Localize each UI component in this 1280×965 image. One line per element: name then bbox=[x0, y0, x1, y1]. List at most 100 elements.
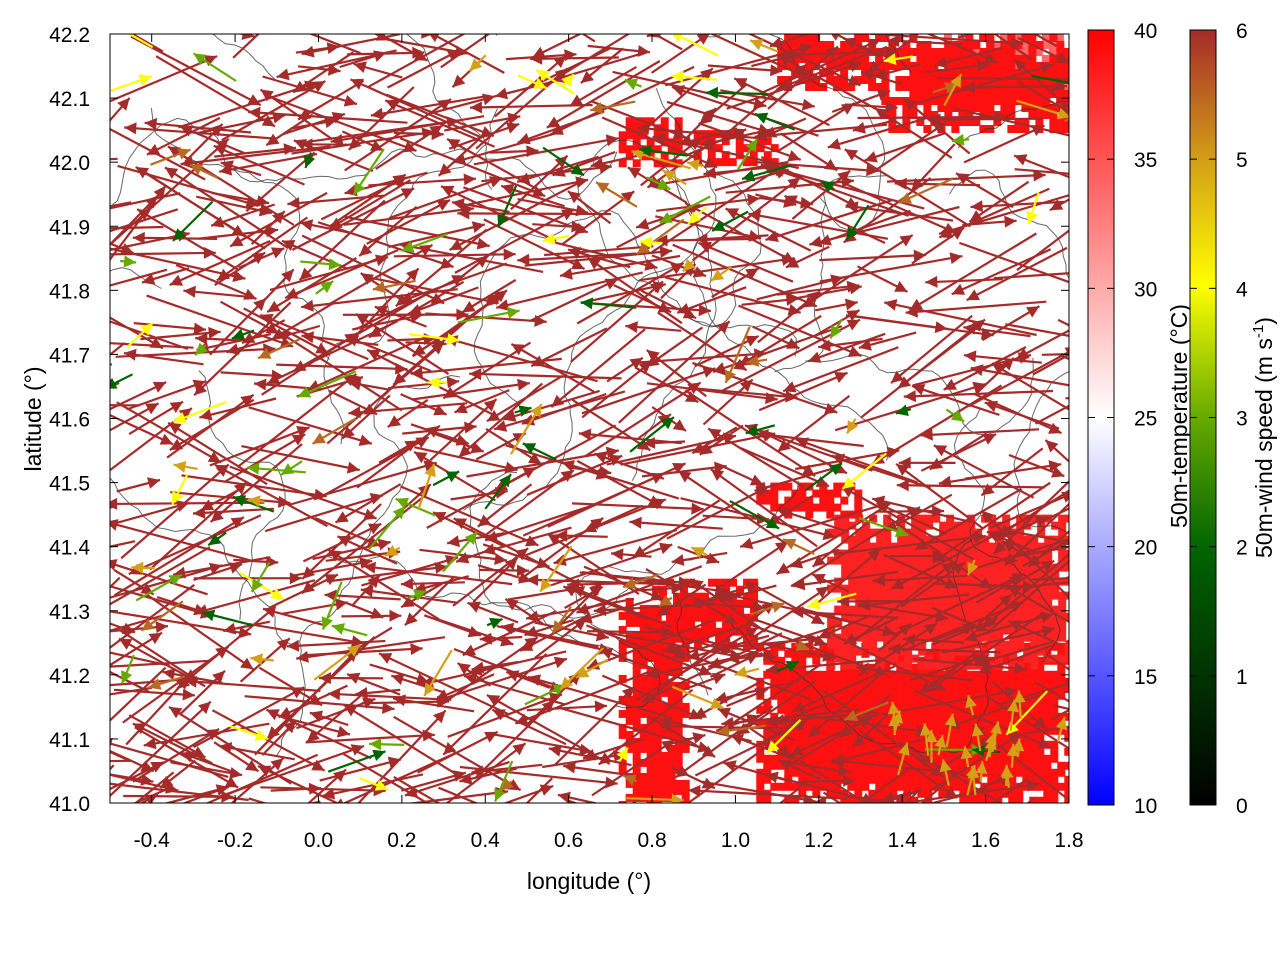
temperature-cell bbox=[756, 755, 764, 763]
temperature-cell bbox=[715, 158, 723, 166]
wind-vector bbox=[634, 805, 775, 817]
temperature-cell bbox=[910, 699, 918, 707]
temperature-cell bbox=[875, 734, 883, 742]
temperature-cell bbox=[673, 607, 681, 615]
temperature-cell bbox=[1063, 62, 1071, 70]
temperature-cell bbox=[1022, 748, 1030, 756]
temperature-cell bbox=[986, 69, 994, 77]
temperature-cell bbox=[883, 536, 891, 544]
temperature-cell bbox=[1056, 69, 1064, 77]
temperature-cell bbox=[854, 783, 862, 791]
temperature-cell bbox=[682, 745, 690, 753]
temperature-cell bbox=[826, 490, 834, 498]
temperature-cell bbox=[995, 564, 1003, 572]
temperature-cell bbox=[1016, 564, 1024, 572]
temperature-cell bbox=[930, 48, 938, 56]
temperature-cell bbox=[626, 117, 634, 125]
x-tick-label: 0.2 bbox=[387, 829, 416, 852]
temperature-cell bbox=[647, 738, 655, 746]
wind-vector bbox=[40, 183, 100, 217]
temperature-cell bbox=[965, 41, 973, 49]
temperature-cell bbox=[917, 713, 925, 721]
temperature-cell bbox=[1058, 655, 1066, 663]
temperature-cell bbox=[675, 759, 683, 767]
temperature-cell bbox=[882, 685, 890, 693]
temperature-cell bbox=[1015, 797, 1023, 805]
temperature-cell bbox=[868, 692, 876, 700]
temperature-cell bbox=[1050, 797, 1058, 805]
temperature-cell bbox=[770, 497, 778, 505]
temperature-cell bbox=[931, 720, 939, 728]
wind-vector bbox=[0, 488, 108, 538]
temperature-cell bbox=[626, 710, 634, 718]
temperature-cell bbox=[1001, 755, 1009, 763]
temperature-cell bbox=[959, 685, 967, 693]
temperature-cell bbox=[619, 145, 627, 153]
temperature-cell bbox=[938, 692, 946, 700]
y-tick-label: 41.5 bbox=[49, 473, 90, 496]
temperature-cell bbox=[869, 564, 877, 572]
temperature-colorbar-label: 50m-temperature (°C) bbox=[1166, 304, 1192, 528]
temperature-cell bbox=[680, 621, 688, 629]
temperature-cell bbox=[1044, 585, 1052, 593]
temperature-cell bbox=[904, 585, 912, 593]
temperature-cell bbox=[945, 685, 953, 693]
temperature-cell bbox=[626, 131, 634, 139]
temperature-cell bbox=[826, 685, 834, 693]
temperature-cell bbox=[1000, 97, 1008, 105]
temperature-cell bbox=[675, 752, 683, 760]
temperature-cell bbox=[1064, 762, 1072, 770]
temperature-cell bbox=[910, 776, 918, 784]
temperature-cell bbox=[966, 685, 974, 693]
colorbar-tick-label: 3 bbox=[1236, 408, 1248, 431]
temperature-cell bbox=[904, 662, 912, 670]
temperature-cell bbox=[1030, 662, 1038, 670]
temperature-cell bbox=[958, 97, 966, 105]
temperature-cell bbox=[647, 745, 655, 753]
wind-vector bbox=[0, 651, 92, 663]
x-axis-label: longitude (°) bbox=[527, 868, 651, 894]
temperature-cell bbox=[1043, 706, 1051, 714]
temperature-cell bbox=[875, 776, 883, 784]
wind-vector bbox=[1030, 806, 1081, 818]
temperature-cell bbox=[923, 62, 931, 70]
temperature-cell bbox=[897, 592, 905, 600]
temperature-cell bbox=[654, 766, 662, 774]
y-tick-label: 41.6 bbox=[49, 409, 90, 432]
colorbar-tick-label: 15 bbox=[1134, 666, 1157, 689]
temperature-cell bbox=[909, 83, 917, 91]
temperature-cell bbox=[917, 741, 925, 749]
temperature-cell bbox=[1042, 55, 1050, 63]
temperature-cell bbox=[979, 104, 987, 112]
temperature-cell bbox=[1049, 118, 1057, 126]
temperature-cell bbox=[959, 727, 967, 735]
temperature-cell bbox=[668, 759, 676, 767]
temperature-cell bbox=[868, 699, 876, 707]
temperature-cell bbox=[966, 671, 974, 679]
temperature-cell bbox=[889, 678, 897, 686]
temperature-cell bbox=[1021, 90, 1029, 98]
temperature-cell bbox=[938, 720, 946, 728]
temperature-cell bbox=[924, 713, 932, 721]
temperature-cell bbox=[654, 703, 662, 711]
temperature-cell bbox=[882, 755, 890, 763]
temperature-cell bbox=[826, 504, 834, 512]
temperature-cell bbox=[987, 762, 995, 770]
temperature-cell bbox=[909, 90, 917, 98]
temperature-cell bbox=[973, 685, 981, 693]
temperature-cell bbox=[819, 755, 827, 763]
temperature-cell bbox=[896, 685, 904, 693]
temperature-cell bbox=[668, 773, 676, 781]
temperature-cell bbox=[640, 773, 648, 781]
x-tick-label: -0.4 bbox=[134, 829, 171, 852]
temperature-cell bbox=[661, 759, 669, 767]
temperature-cell bbox=[1022, 671, 1030, 679]
temperature-cell bbox=[661, 752, 669, 760]
temperature-cell bbox=[1000, 48, 1008, 56]
temperature-cell bbox=[959, 713, 967, 721]
temperature-cell bbox=[654, 759, 662, 767]
temperature-cell bbox=[756, 797, 764, 805]
temperature-cell bbox=[1002, 641, 1010, 649]
temperature-cell bbox=[640, 745, 648, 753]
temperature-cell bbox=[1029, 755, 1037, 763]
